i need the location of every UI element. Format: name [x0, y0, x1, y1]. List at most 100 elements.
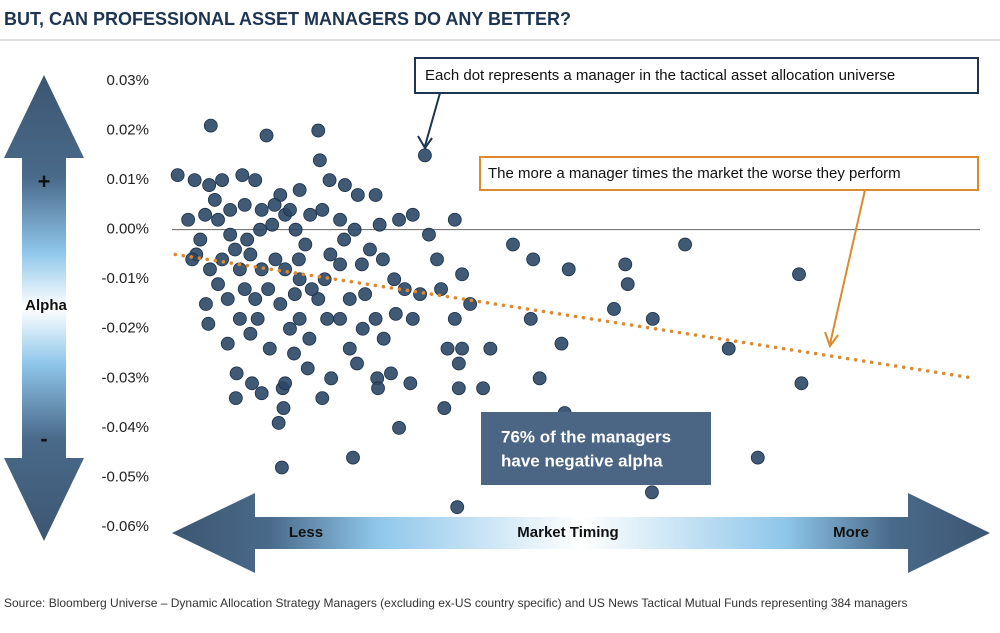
manager-dot [223, 202, 238, 217]
manager-dot [418, 148, 432, 163]
manager-dot [259, 128, 274, 143]
y-tick-label: -0.06% [101, 518, 149, 535]
title: BUT, CAN PROFESSIONAL ASSET MANAGERS DO … [4, 9, 571, 29]
manager-dot [455, 267, 469, 282]
manager-dot [201, 316, 216, 331]
x-high-label: More [833, 524, 869, 541]
x-low-label: Less [289, 524, 323, 541]
manager-dot [278, 376, 293, 391]
manager-dot [220, 292, 235, 306]
manager-dot [181, 212, 196, 227]
manager-dot [750, 450, 765, 465]
manager-dot [243, 326, 258, 341]
manager-dot [185, 252, 200, 267]
manager-dot [228, 242, 242, 257]
manager-dot [211, 212, 225, 227]
manager-dot [405, 207, 420, 222]
manager-dot [312, 153, 327, 168]
trend-note-arrow [824, 189, 866, 349]
manager-dot [283, 321, 297, 336]
manager-dot [447, 311, 462, 326]
manager-dot [451, 381, 466, 396]
manager-dot [607, 302, 621, 316]
manager-dot [476, 381, 490, 396]
manager-dot [199, 297, 213, 311]
manager-dot [322, 173, 337, 188]
manager-dot [274, 460, 289, 475]
manager-dot [202, 178, 217, 192]
manager-dot [211, 277, 225, 292]
trend-note-box [479, 156, 979, 191]
manager-dot [342, 292, 357, 306]
alpha-arrow [4, 75, 84, 541]
manager-dot [388, 307, 403, 321]
manager-dot [354, 257, 369, 272]
manager-dot [235, 168, 250, 183]
y-tick-label: -0.03% [101, 369, 149, 386]
manager-dot [506, 237, 520, 252]
manager-dot [291, 252, 306, 267]
timing-arrow [172, 493, 990, 573]
manager-dot [207, 193, 222, 207]
manager-dot [324, 371, 339, 386]
manager-dot [223, 227, 238, 242]
manager-dot [323, 247, 338, 262]
alpha-minus: - [40, 426, 47, 451]
callout-line: have negative alpha [501, 451, 663, 470]
manager-dot [240, 232, 255, 247]
manager-dot [228, 391, 243, 406]
manager-dot [292, 311, 307, 326]
manager-dot [450, 500, 465, 515]
y-tick-label: 0.03% [106, 72, 149, 89]
manager-dot [358, 287, 373, 301]
alpha-plus: + [38, 169, 51, 194]
manager-dot [368, 311, 383, 326]
manager-dot [333, 212, 347, 227]
y-tick-label: 0.01% [106, 171, 149, 188]
manager-dot [678, 237, 692, 252]
y-axis-label: Alpha [25, 297, 67, 314]
manager-dot [315, 391, 330, 406]
manager-dot [198, 207, 213, 222]
manager-dot [437, 401, 452, 415]
manager-dot [721, 341, 736, 356]
manager-dot [333, 311, 347, 326]
manager-dot [392, 420, 406, 435]
manager-dot [337, 232, 352, 247]
source: Source: Bloomberg Universe – Dynamic All… [4, 596, 908, 610]
manager-dot [320, 311, 335, 326]
manager-dot [618, 257, 633, 272]
manager-dot [384, 366, 398, 381]
manager-dot [363, 242, 377, 257]
manager-dot [248, 292, 263, 306]
manager-dot [347, 222, 362, 237]
manager-dot [300, 361, 315, 376]
manager-dot [237, 197, 252, 212]
manager-dot [526, 252, 541, 267]
callout-box [481, 412, 711, 485]
manager-dot [220, 336, 235, 351]
manager-dot [403, 376, 418, 391]
manager-dot [342, 341, 357, 356]
manager-dot [645, 311, 660, 326]
trend-note: The more a manager times the market the … [488, 165, 901, 182]
manager-dot [315, 202, 330, 217]
manager-dot [523, 311, 538, 326]
manager-dot [283, 202, 297, 217]
manager-dot [792, 267, 806, 282]
manager-dot [392, 212, 406, 227]
callout-line: 76% of the managers [501, 427, 671, 446]
manager-dot [253, 222, 267, 237]
manager-dot [268, 252, 283, 267]
manager-dot [215, 173, 229, 188]
dot-note: Each dot represents a manager in the tac… [425, 67, 895, 84]
manager-dot [405, 311, 420, 326]
manager-dot [376, 331, 391, 346]
manager-dot [317, 272, 332, 287]
manager-dot [620, 277, 635, 292]
manager-dot [554, 336, 569, 351]
manager-dot [193, 232, 208, 247]
y-tick-label: -0.02% [101, 320, 149, 337]
